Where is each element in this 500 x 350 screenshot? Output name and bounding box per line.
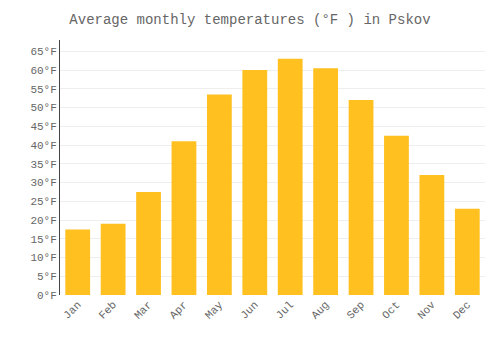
svg-text:Jan: Jan <box>61 299 83 321</box>
svg-text:Oct: Oct <box>380 299 402 321</box>
svg-text:Jul: Jul <box>274 299 296 321</box>
svg-text:25°F: 25°F <box>30 196 56 208</box>
svg-text:50°F: 50°F <box>30 102 56 114</box>
svg-text:40°F: 40°F <box>30 140 56 152</box>
svg-text:10°F: 10°F <box>30 252 56 264</box>
svg-text:Sep: Sep <box>345 299 367 321</box>
svg-text:15°F: 15°F <box>30 234 56 246</box>
svg-text:65°F: 65°F <box>30 46 56 58</box>
svg-text:20°F: 20°F <box>30 215 56 227</box>
svg-text:0°F: 0°F <box>37 290 57 302</box>
svg-text:Average monthly temperatures (: Average monthly temperatures (°F ) in Ps… <box>69 12 430 28</box>
svg-text:5°F: 5°F <box>37 271 57 283</box>
svg-text:60°F: 60°F <box>30 65 56 77</box>
svg-text:Apr: Apr <box>167 299 189 321</box>
svg-text:Aug: Aug <box>309 299 331 321</box>
svg-text:55°F: 55°F <box>30 84 56 96</box>
svg-text:Dec: Dec <box>451 299 473 321</box>
svg-text:May: May <box>203 299 226 322</box>
svg-text:Nov: Nov <box>415 299 438 322</box>
svg-text:45°F: 45°F <box>30 121 56 133</box>
svg-text:Mar: Mar <box>132 299 154 321</box>
svg-text:35°F: 35°F <box>30 159 56 171</box>
svg-text:Jun: Jun <box>238 299 260 321</box>
svg-text:30°F: 30°F <box>30 177 56 189</box>
svg-text:Feb: Feb <box>97 299 119 321</box>
